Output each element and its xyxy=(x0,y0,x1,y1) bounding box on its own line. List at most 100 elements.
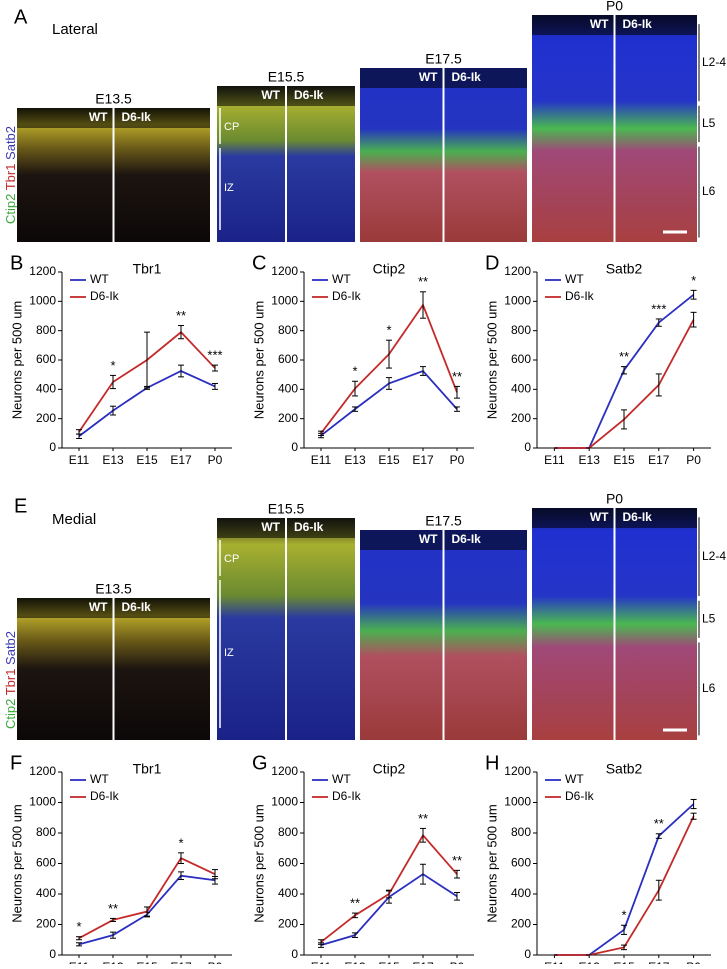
series-line xyxy=(78,857,216,940)
error-bar xyxy=(352,912,358,919)
y-tick-label: 1200 xyxy=(29,264,56,278)
significance: * xyxy=(386,323,391,338)
x-tick-label: E15 xyxy=(613,453,635,467)
error-bar xyxy=(621,924,627,935)
y-tick-label: 1200 xyxy=(271,264,298,278)
genotype-label: D6-Ik xyxy=(623,17,653,31)
significance: ** xyxy=(418,811,428,826)
significance: *** xyxy=(651,301,666,316)
x-tick-label: E13 xyxy=(579,453,601,467)
genotype-label: D6-Ik xyxy=(294,520,324,534)
chart-title: Satb2 xyxy=(606,761,643,777)
x-tick-label: E11 xyxy=(311,960,332,964)
genotype-label: D6-Ik xyxy=(122,600,152,614)
legend-label: WT xyxy=(90,772,109,786)
panel-letter: H xyxy=(485,752,499,774)
stain-name: Tbr1 xyxy=(3,160,18,190)
significance: * xyxy=(178,835,183,850)
x-tick-label: P0 xyxy=(686,453,701,467)
y-tick-label: 800 xyxy=(511,825,531,839)
error-bar xyxy=(655,833,662,839)
y-axis-label: Neurons per 500 um xyxy=(484,301,499,420)
x-tick-label: E11 xyxy=(311,453,332,467)
significance: ** xyxy=(418,274,428,289)
x-tick-label: P0 xyxy=(208,960,223,964)
error-bar xyxy=(621,366,627,375)
genotype-label: WT xyxy=(590,17,609,31)
legend-label: WT xyxy=(90,272,109,286)
x-tick-label: E17 xyxy=(412,960,434,964)
significance: ** xyxy=(108,901,118,916)
error-bar xyxy=(318,430,324,437)
series-line xyxy=(320,873,458,946)
y-tick-label: 0 xyxy=(291,947,298,961)
x-tick-label: E15 xyxy=(378,453,400,467)
x-tick-label: E17 xyxy=(648,960,670,964)
error-bar xyxy=(76,936,82,941)
stage-label: E13.5 xyxy=(95,581,132,597)
legend-label: D6-Ik xyxy=(90,289,120,303)
y-tick-label: 1200 xyxy=(29,764,56,778)
error-bar xyxy=(690,311,697,328)
y-tick-label: 200 xyxy=(36,411,56,425)
x-tick-label: E15 xyxy=(136,453,158,467)
panel-letter: F xyxy=(10,752,22,774)
y-tick-label: 0 xyxy=(291,440,298,454)
x-tick-label: E15 xyxy=(378,960,400,964)
y-tick-label: 200 xyxy=(511,411,531,425)
error-bar xyxy=(76,429,82,435)
y-tick-label: 800 xyxy=(278,825,298,839)
y-tick-label: 400 xyxy=(36,382,56,396)
panel-letter: D xyxy=(485,252,499,274)
error-bar xyxy=(454,869,460,879)
y-tick-label: 400 xyxy=(511,382,531,396)
error-bar xyxy=(144,906,150,917)
stain-name: Ctip2 xyxy=(3,190,18,224)
panel-letter: A xyxy=(14,6,28,28)
x-tick-label: P0 xyxy=(450,960,465,964)
significance: * xyxy=(691,273,696,288)
chart-title: Tbr1 xyxy=(133,261,162,277)
x-tick-label: E11 xyxy=(69,453,90,467)
x-tick-label: E11 xyxy=(69,960,90,964)
error-bar xyxy=(454,891,460,901)
error-bar xyxy=(178,871,184,881)
genotype-label: WT xyxy=(590,510,609,524)
panel-letter: C xyxy=(252,252,266,274)
error-bar xyxy=(212,382,218,390)
legend-label: D6-Ik xyxy=(332,789,362,803)
y-tick-label: 0 xyxy=(49,440,56,454)
y-axis-label: Neurons per 500 um xyxy=(9,804,24,923)
chart-title: Tbr1 xyxy=(133,761,162,777)
genotype-label: WT xyxy=(89,600,108,614)
stage-label: E17.5 xyxy=(425,513,462,529)
genotype-label: WT xyxy=(419,532,438,546)
y-axis-label: Neurons per 500 um xyxy=(251,301,266,420)
y-tick-label: 0 xyxy=(524,440,531,454)
x-tick-label: E17 xyxy=(648,453,670,467)
x-tick-label: E13 xyxy=(344,960,366,964)
x-tick-label: E11 xyxy=(544,453,565,467)
significance: ** xyxy=(350,896,360,911)
stage-label: E17.5 xyxy=(425,51,462,67)
x-tick-label: E13 xyxy=(579,960,601,964)
x-tick-label: E17 xyxy=(170,960,192,964)
error-bar xyxy=(454,385,460,399)
y-axis-label: Neurons per 500 um xyxy=(251,804,266,923)
zone-label: IZ xyxy=(224,647,234,659)
y-tick-label: 600 xyxy=(511,856,531,870)
genotype-label: D6-Ik xyxy=(122,110,152,124)
legend-label: WT xyxy=(332,272,351,286)
error-bar xyxy=(655,373,662,397)
y-tick-label: 600 xyxy=(278,352,298,366)
significance: * xyxy=(352,364,357,379)
stain-name: Ctip2 xyxy=(3,695,18,729)
error-bar xyxy=(690,812,697,820)
layer-label: L5 xyxy=(702,612,716,626)
chart-title: Ctip2 xyxy=(373,261,406,277)
error-bar xyxy=(318,939,324,945)
legend-label: WT xyxy=(565,272,584,286)
zone-label: CP xyxy=(224,553,239,565)
layer-label: L2-4 xyxy=(702,549,726,563)
stain-name: Satb2 xyxy=(3,631,18,665)
